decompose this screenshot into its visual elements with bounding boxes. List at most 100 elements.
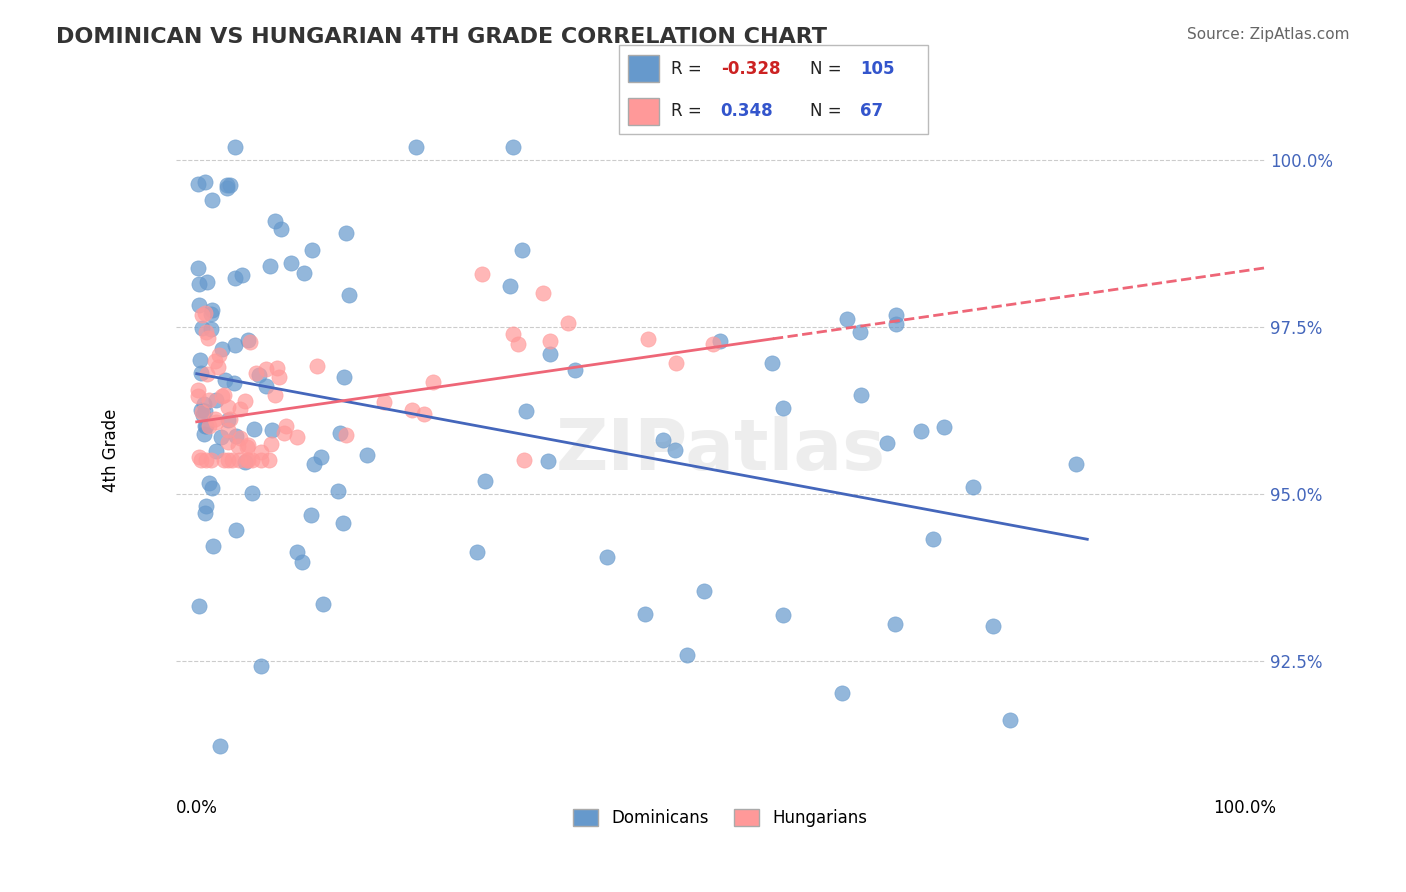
- Point: [240, 453, 263, 467]
- Point: [217, 434, 239, 449]
- Point: [910, 425, 932, 439]
- Point: [198, 392, 221, 407]
- Point: [188, 353, 211, 368]
- Point: [238, 335, 260, 350]
- Point: [207, 360, 229, 375]
- Point: [693, 583, 716, 598]
- Point: [515, 404, 537, 418]
- Point: [209, 430, 232, 444]
- Point: [292, 265, 315, 279]
- Point: [328, 426, 350, 441]
- Point: [190, 403, 212, 417]
- Point: [235, 453, 257, 467]
- Point: [219, 411, 242, 425]
- Point: [557, 317, 579, 331]
- Point: [263, 388, 285, 402]
- Point: [269, 369, 291, 384]
- Point: [499, 279, 522, 293]
- Point: [187, 389, 209, 403]
- Point: [886, 308, 908, 322]
- Point: [224, 140, 246, 154]
- Point: [224, 338, 246, 352]
- Point: [304, 457, 326, 471]
- Point: [513, 453, 536, 467]
- Point: [537, 454, 560, 468]
- Point: [190, 453, 212, 467]
- Point: [531, 285, 554, 300]
- Point: [413, 407, 436, 421]
- Point: [849, 388, 872, 402]
- Text: 0.348: 0.348: [721, 103, 773, 120]
- FancyBboxPatch shape: [628, 55, 659, 82]
- Point: [197, 331, 219, 345]
- Text: R =: R =: [671, 103, 707, 120]
- Point: [193, 506, 215, 520]
- Point: [211, 389, 233, 403]
- Point: [211, 342, 233, 356]
- Point: [326, 484, 349, 499]
- Point: [221, 453, 243, 467]
- Point: [373, 395, 395, 409]
- Point: [538, 334, 561, 349]
- Point: [291, 555, 314, 569]
- Point: [356, 448, 378, 462]
- Point: [254, 379, 277, 393]
- Point: [274, 418, 297, 433]
- Point: [772, 401, 794, 415]
- Point: [205, 415, 228, 429]
- Point: [285, 545, 308, 559]
- Text: -0.328: -0.328: [721, 60, 780, 78]
- Point: [229, 402, 252, 417]
- Point: [218, 178, 240, 193]
- Point: [502, 140, 524, 154]
- Point: [264, 213, 287, 227]
- Text: 67: 67: [860, 103, 883, 120]
- Point: [312, 598, 335, 612]
- Point: [270, 222, 292, 236]
- FancyBboxPatch shape: [619, 45, 928, 134]
- Point: [280, 256, 302, 270]
- Point: [250, 445, 273, 459]
- Point: [225, 523, 247, 537]
- Point: [249, 453, 271, 467]
- Text: ZIPatlas: ZIPatlas: [555, 416, 886, 485]
- Text: R =: R =: [671, 60, 707, 78]
- Text: N =: N =: [810, 103, 848, 120]
- Point: [217, 423, 239, 437]
- Point: [311, 450, 333, 464]
- Point: [250, 659, 273, 673]
- Point: [194, 453, 217, 467]
- Point: [238, 438, 260, 452]
- Point: [194, 419, 217, 434]
- Point: [187, 277, 209, 292]
- Point: [209, 739, 232, 753]
- Point: [401, 403, 423, 417]
- Point: [228, 453, 250, 467]
- Point: [194, 306, 217, 320]
- Point: [202, 539, 225, 553]
- Point: [188, 450, 211, 464]
- Point: [225, 429, 247, 443]
- Point: [772, 608, 794, 623]
- Point: [193, 427, 215, 442]
- Point: [238, 333, 260, 347]
- Point: [229, 431, 252, 445]
- Point: [205, 444, 228, 458]
- Point: [637, 332, 659, 346]
- Point: [932, 419, 955, 434]
- Point: [422, 375, 444, 389]
- Point: [307, 359, 329, 373]
- Point: [215, 178, 238, 192]
- Point: [981, 619, 1004, 633]
- Point: [471, 267, 494, 281]
- Point: [195, 275, 218, 289]
- Point: [187, 260, 209, 275]
- Point: [962, 479, 984, 493]
- Point: [194, 175, 217, 189]
- Point: [849, 325, 872, 339]
- Text: Source: ZipAtlas.com: Source: ZipAtlas.com: [1187, 27, 1350, 42]
- Point: [194, 325, 217, 339]
- Point: [254, 361, 277, 376]
- Point: [188, 298, 211, 312]
- Point: [224, 270, 246, 285]
